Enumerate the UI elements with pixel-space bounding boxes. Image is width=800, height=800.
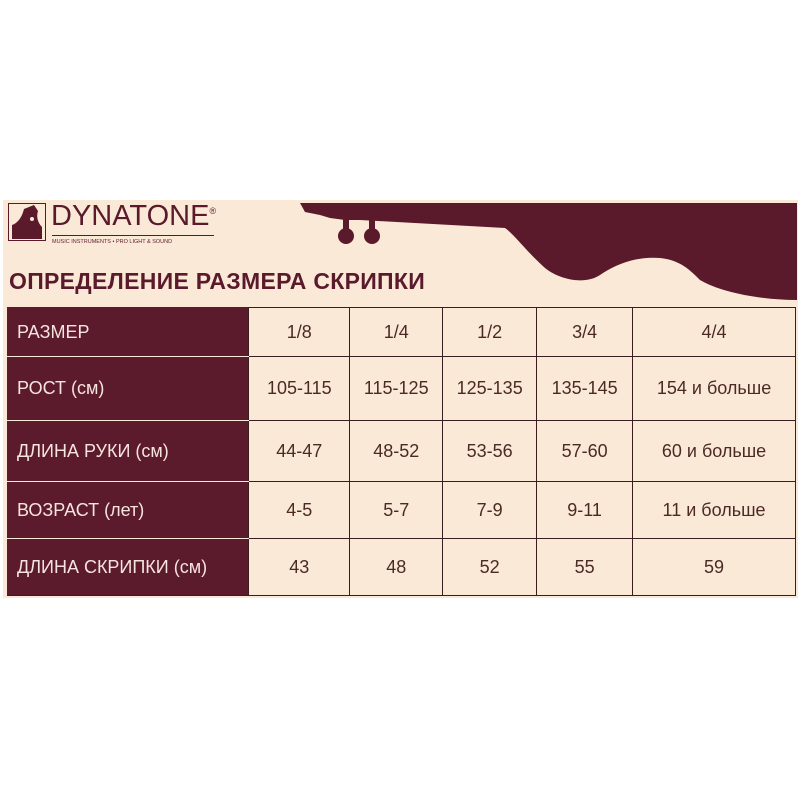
table-cell: 1/4 bbox=[349, 307, 444, 357]
table-cell: 43 bbox=[248, 538, 351, 596]
table-row: РОСТ (см) 105-115 115-125 125-135 135-145 154… bbox=[7, 356, 796, 421]
table-cell: 125-135 bbox=[442, 356, 538, 421]
brand-name: DYNATONE® bbox=[51, 200, 217, 232]
table-cell: 44-47 bbox=[248, 420, 351, 482]
table-row: ДЛИНА СКРИПКИ (см) 43 48 52 55 59 bbox=[7, 538, 796, 596]
table-row: ВОЗРАСТ (лет) 4-5 5-7 7-9 9-11 11 и больше bbox=[7, 481, 796, 539]
table-cell: 135-145 bbox=[536, 356, 634, 421]
table-cell: 7-9 bbox=[442, 481, 538, 539]
table-cell: 9-11 bbox=[536, 481, 634, 539]
table-cell: 55 bbox=[536, 538, 634, 596]
brand-divider bbox=[52, 235, 214, 236]
table-cell: 48 bbox=[349, 538, 444, 596]
table-cell: 48-52 bbox=[349, 420, 444, 482]
row-header: РАЗМЕР bbox=[7, 307, 250, 357]
table-cell: 59 bbox=[632, 538, 796, 596]
violin-silhouette-icon bbox=[300, 203, 797, 300]
table-cell: 105-115 bbox=[248, 356, 351, 421]
table-cell: 3/4 bbox=[536, 307, 634, 357]
table-cell: 52 bbox=[442, 538, 538, 596]
table-cell: 1/8 bbox=[248, 307, 351, 357]
row-header: ВОЗРАСТ (лет) bbox=[7, 481, 250, 539]
table-cell: 4-5 bbox=[248, 481, 351, 539]
table-cell: 1/2 bbox=[442, 307, 538, 357]
dynatone-logo-icon bbox=[8, 203, 46, 241]
row-header: РОСТ (см) bbox=[7, 356, 250, 421]
brand-tagline: MUSIC INSTRUMENTS • PRO LIGHT & SOUND bbox=[52, 239, 173, 245]
table-cell: 53-56 bbox=[442, 420, 538, 482]
table-row: ДЛИНА РУКИ (см) 44-47 48-52 53-56 57-60 60 и … bbox=[7, 420, 796, 482]
table-cell: 5-7 bbox=[349, 481, 444, 539]
table-cell: 57-60 bbox=[536, 420, 634, 482]
table-cell: 60 и больше bbox=[632, 420, 796, 482]
table-cell: 4/4 bbox=[632, 307, 796, 357]
table-cell: 154 и больше bbox=[632, 356, 796, 421]
row-header: ДЛИНА СКРИПКИ (см) bbox=[7, 538, 250, 596]
table-row: РАЗМЕР 1/8 1/4 1/2 3/4 4/4 bbox=[7, 307, 796, 357]
table-cell: 115-125 bbox=[349, 356, 444, 421]
row-header: ДЛИНА РУКИ (см) bbox=[7, 420, 250, 482]
size-table: РАЗМЕР 1/8 1/4 1/2 3/4 4/4 РОСТ (см) 105-115 115… bbox=[7, 307, 796, 596]
table-cell: 11 и больше bbox=[632, 481, 796, 539]
page-title: ОПРЕДЕЛЕНИЕ РАЗМЕРА СКРИПКИ bbox=[9, 268, 426, 294]
